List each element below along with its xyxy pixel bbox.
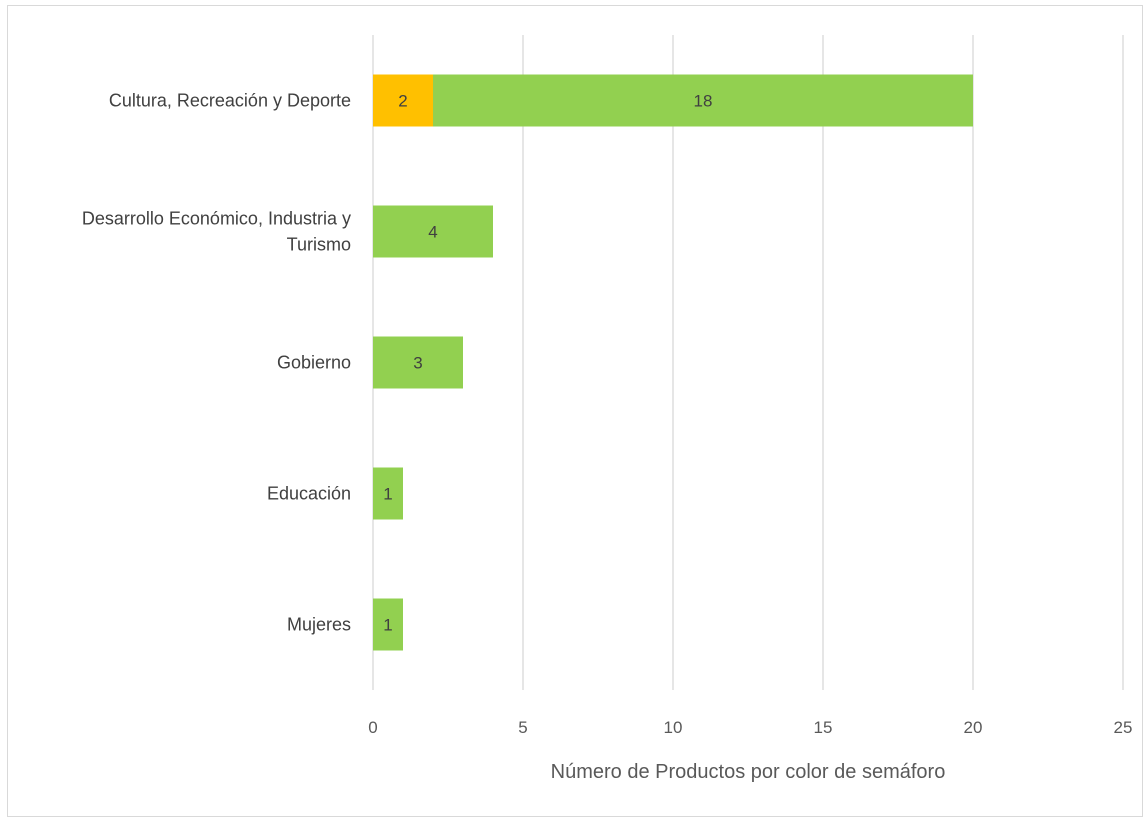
category-label: Desarrollo Económico, Industria y bbox=[82, 209, 351, 229]
x-tick-label: 0 bbox=[368, 718, 377, 737]
x-tick-label: 10 bbox=[664, 718, 683, 737]
data-label: 2 bbox=[398, 92, 407, 111]
category-labels: Cultura, Recreación y Deporte Desarrollo … bbox=[82, 91, 351, 635]
category-label: Mujeres bbox=[287, 615, 351, 635]
x-tick-label: 15 bbox=[814, 718, 833, 737]
category-label: Cultura, Recreación y Deporte bbox=[109, 91, 351, 111]
bars bbox=[373, 74, 973, 651]
x-axis-ticks: 0 5 10 15 20 25 bbox=[368, 718, 1132, 737]
category-label: Educación bbox=[267, 484, 351, 504]
data-label: 18 bbox=[694, 92, 713, 111]
x-tick-label: 5 bbox=[518, 718, 527, 737]
bar-segment bbox=[373, 336, 463, 389]
chart-frame bbox=[7, 5, 1143, 817]
data-label: 1 bbox=[383, 485, 392, 504]
gridlines bbox=[372, 35, 1124, 690]
category-label: Gobierno bbox=[277, 353, 351, 373]
category-label: Turismo bbox=[287, 235, 351, 255]
x-tick-label: 20 bbox=[964, 718, 983, 737]
bar-segment bbox=[373, 467, 403, 520]
bar-segment bbox=[373, 74, 433, 127]
bar-segment bbox=[373, 598, 403, 651]
bar-segment bbox=[433, 74, 973, 127]
data-labels: 2 18 4 3 1 1 bbox=[383, 92, 712, 635]
x-tick-label: 25 bbox=[1114, 718, 1133, 737]
data-label: 3 bbox=[413, 354, 422, 373]
data-label: 1 bbox=[383, 616, 392, 635]
data-label: 4 bbox=[428, 223, 437, 242]
x-axis-title: Número de Productos por color de semáfor… bbox=[551, 761, 946, 783]
bar-segment bbox=[373, 205, 493, 258]
